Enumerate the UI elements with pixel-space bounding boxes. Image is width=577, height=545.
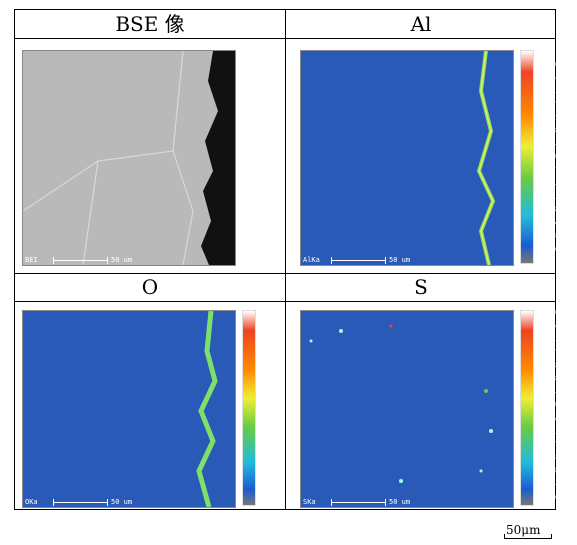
panel-title-bse: BSE 像 bbox=[115, 12, 185, 36]
element-map-grid: BSE 像 Al O S BEI 50 um AlKa 50 um 20.00 1… bbox=[14, 9, 561, 510]
grid-divider-vertical bbox=[285, 10, 286, 509]
grid-divider-top bbox=[15, 38, 555, 39]
panel-title-o: O bbox=[141, 275, 159, 299]
s-dots bbox=[309, 324, 493, 483]
al-detector-label: AlKa bbox=[303, 256, 320, 264]
panel-title-s: S bbox=[414, 275, 428, 299]
al-boundary-signal bbox=[476, 51, 496, 265]
bse-microstructure bbox=[23, 51, 235, 265]
bse-detector-label: BEI bbox=[25, 256, 38, 264]
o-boundary-signal bbox=[196, 311, 218, 507]
o-scalebar bbox=[53, 499, 108, 506]
bse-scale-text: 50 um bbox=[111, 256, 133, 264]
overall-scale-bar bbox=[504, 534, 552, 539]
o-color-scale bbox=[242, 310, 256, 506]
al-map: AlKa 50 um bbox=[300, 50, 514, 266]
panel-title-al: Al bbox=[410, 12, 432, 36]
al-scale-labels: 20.00 18.57 17.14 15.71 14.28 12.86 11.43 10.00… bbox=[538, 60, 561, 254]
s-scale-text: 50 um bbox=[389, 498, 411, 506]
overall-scale-label: 50μm bbox=[506, 523, 541, 537]
bse-image: BEI 50 um bbox=[22, 50, 236, 266]
bse-scalebar bbox=[53, 257, 108, 264]
s-color-scale bbox=[520, 310, 534, 506]
al-scale-text: 50 um bbox=[389, 256, 411, 264]
o-scale-text: 50 um bbox=[111, 498, 133, 506]
o-detector-label: OKa bbox=[25, 498, 38, 506]
al-scalebar bbox=[331, 257, 386, 264]
grid-divider-middle bbox=[15, 273, 555, 274]
o-scale-labels: 50.00 46.43 42.86 39.28 35.71 32.14 28.57 25.00… bbox=[257, 308, 280, 502]
s-scalebar bbox=[331, 499, 386, 506]
s-scale-labels: 2.00 1.86 1.71 1.57 1.43 1.28 1.14 1.00 0.86 0.71… bbox=[538, 308, 557, 502]
grid-divider-lower bbox=[15, 301, 555, 302]
o-map: OKa 50 um bbox=[22, 310, 236, 508]
s-map: SKa 50 um bbox=[300, 310, 514, 508]
s-detector-label: SKa bbox=[303, 498, 316, 506]
al-color-scale bbox=[520, 50, 534, 264]
